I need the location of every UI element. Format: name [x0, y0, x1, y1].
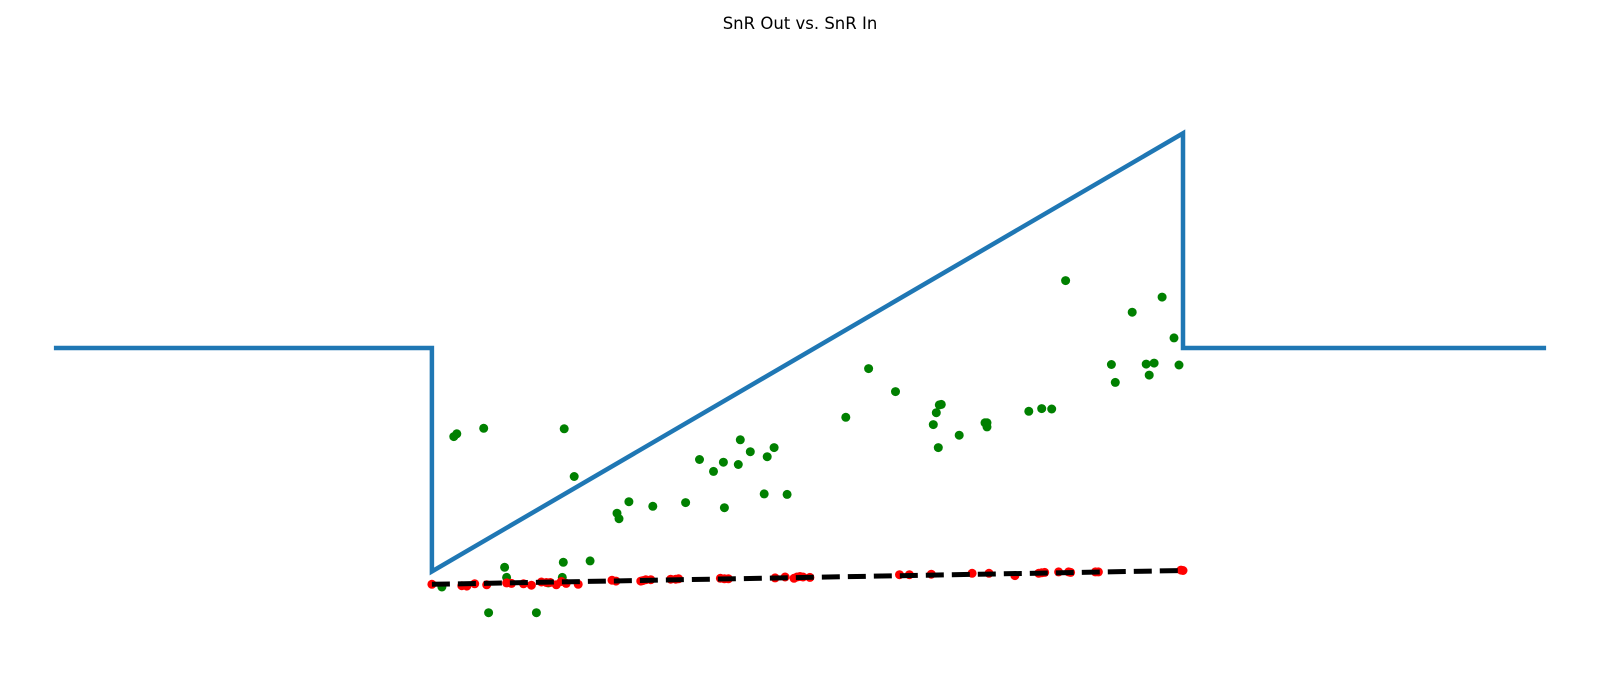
- scatter-point-green: [585, 556, 595, 566]
- plot-layer: [53, 129, 1547, 618]
- scatter-point-green: [479, 423, 489, 433]
- scatter-point-green: [954, 430, 964, 440]
- scatter-point-green: [1141, 359, 1151, 369]
- scatter-point-green: [1047, 404, 1057, 414]
- scatter-point-green: [484, 608, 494, 618]
- scatter-point-red: [526, 580, 536, 590]
- scatter-point-green: [1174, 360, 1184, 370]
- scatter-point-green: [1149, 358, 1159, 368]
- scatter-point-green: [695, 455, 704, 464]
- scatter-point-green: [719, 503, 729, 513]
- scatter-point-green: [864, 364, 874, 374]
- scatter-point-green: [759, 489, 769, 499]
- scatter-point-green: [936, 399, 946, 409]
- scatter-point-green: [718, 457, 728, 467]
- scatter-point-green: [558, 557, 568, 567]
- scatter-point-green: [1061, 276, 1071, 286]
- scatter-point-green: [745, 447, 755, 457]
- scatter-point-green: [762, 452, 772, 462]
- scatter-point-green: [648, 501, 658, 511]
- scatter-point-green: [733, 460, 743, 469]
- scatter-point-green: [769, 443, 779, 453]
- scatter-point-green: [624, 497, 634, 507]
- scatter-point-green: [891, 387, 900, 397]
- scatter-point-green: [735, 435, 745, 445]
- scatter-point-green: [1106, 360, 1116, 369]
- series-line: [53, 129, 1547, 576]
- fit-line-dashed: [431, 568, 1184, 587]
- scatter-point-green: [559, 424, 569, 434]
- scatter-point-green: [1024, 406, 1034, 416]
- scatter-point-green: [709, 466, 718, 476]
- scatter-point-green: [614, 514, 624, 524]
- scatter-point-green: [782, 489, 792, 499]
- scatter-point-green: [931, 408, 941, 418]
- scatter-point-green: [933, 443, 943, 453]
- scatter-point-green: [1169, 333, 1179, 343]
- scatter-point-green: [500, 562, 510, 572]
- scatter-point-red: [1176, 565, 1186, 575]
- scatter-point-green: [452, 429, 462, 439]
- scatter-point-green: [1157, 292, 1167, 302]
- scatter-point-green: [982, 422, 992, 432]
- scatter-point-green: [531, 608, 541, 618]
- chart-title: SnR Out vs. SnR In: [723, 14, 878, 33]
- scatter-point-green: [681, 498, 691, 508]
- scatter-group-green: [437, 276, 1184, 618]
- scatter-point-green: [1144, 370, 1154, 380]
- scatter-point-green: [928, 420, 938, 430]
- scatter-point-red: [967, 568, 977, 578]
- scatter-point-green: [841, 412, 851, 422]
- scatter-point-green: [1110, 377, 1120, 387]
- scatter-point-green: [569, 472, 579, 481]
- scatter-point-green: [1127, 307, 1137, 317]
- scatter-point-green: [1037, 404, 1047, 414]
